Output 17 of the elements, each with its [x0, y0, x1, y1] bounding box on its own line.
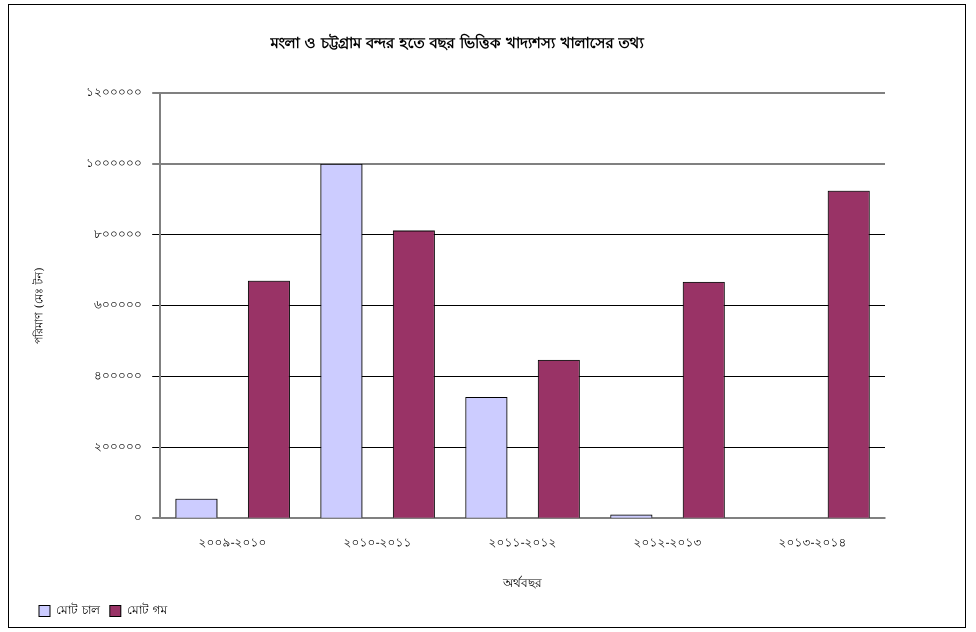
x-tick-label: ২০১২-২০১৩	[634, 536, 702, 550]
y-tick-label: ৮০০০০০	[94, 226, 142, 241]
y-tick-label: ০	[134, 510, 142, 524]
x-tick-label: ২০০৯-২০১০	[198, 536, 267, 550]
y-tick-label: ১০০০০০০	[86, 156, 142, 170]
y-tick-label: ১২০০০০০	[86, 85, 142, 100]
chart-title: মংলা ও চট্টগ্রাম বন্দর হতে বছর ভিত্তিক খাদ্যশস্য খালাসের তথ্য	[270, 32, 644, 52]
y-tick-label: ৪০০০০০	[94, 368, 142, 383]
legend-label: মোট গম	[126, 603, 168, 618]
y-axis-title: পরিমাণ (মেঃ টন)	[32, 267, 46, 344]
x-tick-label: ২০১১-২০১২	[488, 536, 557, 550]
x-axis-title: অর্থবছর	[502, 576, 542, 590]
x-tick-label: ২০১০-২০১১	[344, 536, 412, 550]
legend-label: মোট চাল	[56, 603, 101, 618]
y-tick-label: ২০০০০০	[94, 439, 142, 454]
y-tick-label: ৬০০০০০	[94, 298, 142, 312]
x-tick-label: ২০১৩-২০১৪	[778, 536, 847, 550]
